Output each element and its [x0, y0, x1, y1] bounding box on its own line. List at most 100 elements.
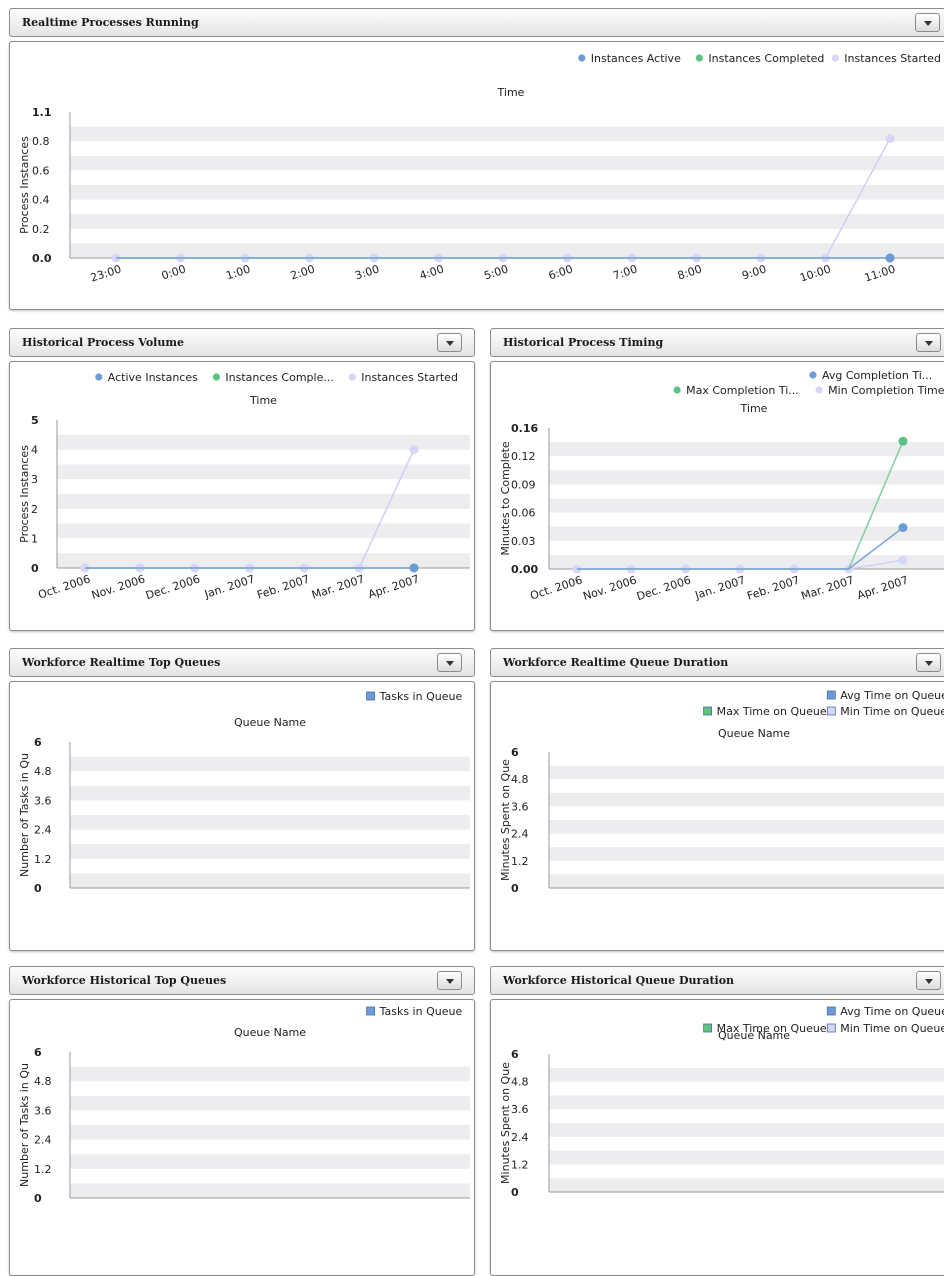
legend-label: Instances Active: [591, 52, 681, 65]
y-tick-label: 1: [31, 532, 38, 545]
grid-band: [70, 1154, 470, 1169]
y-tick-label: 1.2: [34, 1163, 52, 1176]
grid-band: [70, 1095, 470, 1111]
panel-menu-dropdown-icon[interactable]: [437, 653, 462, 672]
grid-band: [549, 1178, 944, 1192]
y-tick-label: 4.8: [511, 1076, 529, 1089]
panel-menu-dropdown-icon[interactable]: [437, 333, 462, 352]
historical-volume-chart: 0 1 2 3 4 5 Process Instances Time Instances Sta…: [18, 371, 470, 602]
panel-header: Historical Process Timing: [490, 328, 944, 357]
data-point-started: [409, 445, 419, 455]
x-tick-label: 11:00: [863, 262, 897, 284]
y-tick-label: 6: [511, 1048, 519, 1061]
grid-band: [549, 470, 944, 485]
y-tick-label: 3.6: [511, 1103, 529, 1116]
y-tick-label: 0.0: [32, 252, 52, 265]
x-tick-label: Mar. 2007: [310, 572, 366, 601]
legend-swatch: [366, 691, 376, 701]
legend-swatch: [703, 1023, 713, 1033]
panel-header: Workforce Historical Top Queues: [9, 966, 475, 995]
legend-dot: [809, 371, 817, 379]
y-tick-label: 3.6: [34, 1104, 52, 1117]
y-tick-label: 3.6: [34, 794, 52, 807]
legend-dot: [578, 54, 586, 62]
data-point-started: [885, 134, 895, 144]
legend-label: Active Instances: [108, 371, 198, 384]
panel-title: Workforce Realtime Top Queues: [22, 656, 221, 669]
x-tick-label: Apr. 2007: [855, 573, 909, 602]
panel-menu-dropdown-icon[interactable]: [916, 653, 941, 672]
panel-menu-dropdown-icon[interactable]: [437, 971, 462, 990]
y-tick-label: 2: [31, 503, 38, 516]
panel-historical-timing: Historical Process Timing 0.00 0.03 0.06 0.…: [490, 328, 944, 631]
panel-menu-dropdown-icon[interactable]: [916, 971, 941, 990]
grid-band: [70, 126, 944, 142]
grid-band: [70, 873, 470, 888]
chart-area: 0.00 0.03 0.06 0.09 0.12 0.16 Minutes to Compl…: [490, 361, 944, 631]
chart-title: Time: [249, 394, 277, 407]
x-tick-label: Jan. 2007: [202, 572, 256, 601]
panel-historical-top-queues: Workforce Historical Top Queues 0 1.2 2.4 3…: [9, 966, 475, 1276]
y-tick-label: 0.8: [32, 135, 50, 148]
legend-label: Min Time on Queue: [840, 705, 944, 718]
legend-label: Max Completion Ti...: [686, 384, 799, 397]
y-tick-label: 0.00: [511, 563, 538, 576]
data-point-completed: [898, 436, 908, 446]
legend-label: Instances Started: [361, 371, 458, 384]
realtime-processes-chart: 0.0 0.2 0.4 0.6 0.8 1.1 Process Instances Time I…: [18, 52, 944, 285]
x-tick-label: 2:00: [289, 262, 317, 282]
x-tick-label: Nov. 2006: [581, 573, 638, 603]
y-tick-label: 4.8: [34, 765, 52, 778]
legend-label: Avg Time on Queue: [840, 1005, 944, 1018]
y-tick-label: 0: [34, 882, 42, 895]
y-tick-label: 4.8: [511, 773, 529, 786]
x-tick-label: Feb. 2007: [255, 572, 311, 601]
panel-header: Workforce Historical Queue Duration: [490, 966, 944, 995]
legend-label: Instances Started: [844, 52, 941, 65]
x-tick-label: Dec. 2006: [144, 572, 202, 602]
y-tick-label: 1.2: [511, 1158, 529, 1171]
y-tick-label: 4: [31, 444, 38, 457]
y-tick-label: 0.6: [32, 164, 50, 177]
grid-band: [70, 785, 470, 801]
grid-band: [549, 765, 944, 780]
y-axis-label: Minutes to Complete: [499, 441, 512, 556]
grid-band: [70, 185, 944, 200]
y-axis-label: Process Instances: [18, 136, 31, 234]
y-tick-label: 4.8: [34, 1075, 52, 1088]
x-tick-label: Nov. 2006: [90, 572, 147, 602]
panel-title: Workforce Historical Queue Duration: [503, 974, 735, 987]
legend-label: Min Time on Queue: [840, 1022, 944, 1035]
panel-title: Workforce Realtime Queue Duration: [503, 656, 729, 669]
y-tick-label: 6: [34, 736, 42, 749]
x-tick-label: 8:00: [676, 262, 704, 282]
legend-swatch: [826, 1023, 836, 1033]
panel-menu-dropdown-icon[interactable]: [915, 13, 940, 32]
legend-label: Max Time on Queue: [717, 1022, 827, 1035]
y-tick-label: 2.4: [511, 1131, 529, 1144]
y-axis-label: Minutes Spent on Quе: [499, 759, 512, 881]
legend-label: Instances Comple...: [225, 371, 333, 384]
y-tick-label: 2.4: [34, 824, 52, 837]
x-tick-label: 10:00: [798, 262, 832, 284]
legend-label: Instances Completed: [708, 52, 824, 65]
x-tick-label: Feb. 2007: [745, 573, 801, 602]
x-tick-label: 6:00: [547, 262, 575, 282]
grid-band: [549, 874, 944, 888]
chart-title: Time: [497, 86, 525, 99]
data-point-active: [409, 563, 419, 573]
chart-area: 0.0 0.2 0.4 0.6 0.8 1.1 Process Instances Time I…: [9, 41, 944, 310]
grid-band: [70, 1183, 470, 1198]
grid-band: [549, 792, 944, 807]
panel-menu-dropdown-icon[interactable]: [916, 333, 941, 352]
legend-swatch: [366, 1006, 376, 1016]
grid-band: [70, 155, 944, 171]
panel-title: Historical Process Volume: [22, 336, 184, 349]
grid-band: [57, 523, 470, 539]
grid-band: [549, 847, 944, 861]
legend-label: Avg Time on Queue: [840, 689, 944, 702]
legend-dot: [695, 54, 704, 62]
